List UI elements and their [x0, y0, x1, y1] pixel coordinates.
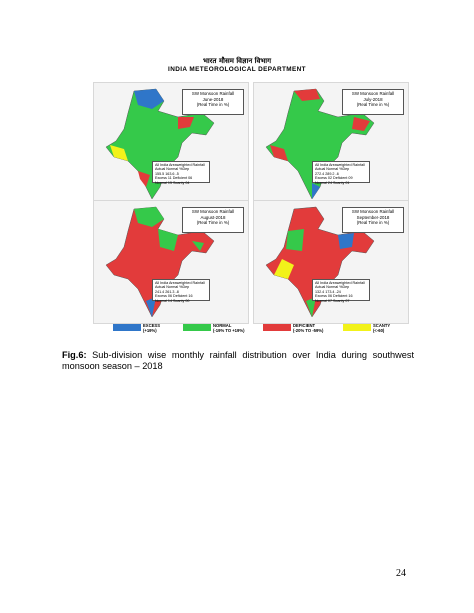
panel-title-box: SW Monsoon Rainfall September-2018 (Real…	[342, 207, 404, 233]
stats-line: Actual Normal %Dep	[155, 167, 190, 172]
stats-line: All India Areaweighted Rainfall	[155, 163, 205, 167]
panel-stats-box: All India Areaweighted Rainfall Actual N…	[312, 279, 370, 303]
india-map-august	[105, 206, 215, 318]
stats-line: All India Areaweighted Rainfall	[315, 163, 365, 167]
panel-period: August-2018	[200, 214, 226, 220]
legend-range: (-19% TO +19%)	[213, 328, 245, 333]
stats-line: Actual Normal %Dep	[315, 167, 350, 172]
legend-label: SCANTY	[373, 323, 391, 328]
panel-period: July-2018	[363, 96, 383, 102]
panel-stats-box: All India Areaweighted Rainfall Actual N…	[312, 161, 370, 185]
stats-line: Normal 14 Scanty 00	[155, 298, 190, 303]
legend-swatch	[183, 324, 211, 331]
legend-range: (<-60)	[373, 328, 385, 333]
stats-line: 132.4 173.4 -24	[315, 289, 341, 294]
stats-line: 241.4 261.3 -8	[155, 289, 179, 294]
stats-line: Excess 02 Deficient 09	[315, 176, 353, 181]
stats-line: Excess 06 Deficient 16	[315, 294, 353, 299]
panel-september: SW Monsoon Rainfall September-2018 (Real…	[253, 200, 409, 324]
stats-line: All India Areaweighted Rainfall	[155, 281, 205, 285]
panel-title: SW Monsoon Rainfall	[191, 91, 235, 96]
figure-label: Fig.6:	[62, 350, 87, 360]
stats-line: All India Areaweighted Rainfall	[315, 281, 365, 285]
figure-caption-text: Sub-division wise monthly rainfall distr…	[62, 350, 414, 371]
panel-note: (Real Time in %)	[356, 220, 390, 226]
panel-title: SW Monsoon Rainfall	[191, 209, 235, 214]
stats-line: Actual Normal %Dep	[315, 285, 350, 290]
panel-stats-box: All India Areaweighted Rainfall Actual N…	[152, 161, 210, 185]
legend-swatch	[343, 324, 371, 331]
department-name: INDIA METEOROLOGICAL DEPARTMENT	[168, 66, 306, 73]
stats-line: 155.5 163.6 -5	[155, 171, 179, 176]
india-map-september	[265, 206, 375, 318]
stats-line: 272.4 289.2 -6	[315, 171, 339, 176]
page-number: 24	[396, 568, 406, 579]
stats-line: Actual Normal %Dep	[155, 285, 190, 290]
panel-title-box: SW Monsoon Rainfall July-2018 (Real Time…	[342, 89, 404, 115]
figure-caption: Fig.6: Sub-division wise monthly rainfal…	[62, 350, 414, 372]
panel-july: SW Monsoon Rainfall July-2018 (Real Time…	[253, 82, 409, 206]
india-map-july	[265, 88, 375, 200]
map-legend: EXCESS (+19%) NORMAL (-19% TO +19%) DEFI…	[93, 323, 409, 340]
legend-label: DEFICIENT	[293, 323, 316, 328]
hindi-department-name: भारत मौसम विज्ञान विभाग	[202, 57, 272, 65]
stats-line: Excess 11 Deficient 06	[155, 176, 193, 181]
panel-note: (Real Time in %)	[356, 102, 390, 108]
india-map-june	[105, 88, 215, 200]
legend-range: (-20% TO -59%)	[293, 328, 324, 333]
panel-june: SW Monsoon Rainfall June-2018 (Real Time…	[93, 82, 249, 206]
panel-period: June-2018	[202, 96, 224, 102]
legend-swatch	[113, 324, 141, 331]
stats-line: Normal 15 Scanty 04	[155, 180, 190, 185]
panel-title-box: SW Monsoon Rainfall August-2018 (Real Ti…	[182, 207, 244, 233]
panel-title: SW Monsoon Rainfall	[351, 209, 395, 214]
rainfall-figure: SW Monsoon Rainfall June-2018 (Real Time…	[93, 82, 409, 340]
stats-line: Excess 06 Deficient 16	[155, 294, 193, 299]
panel-stats-box: All India Areaweighted Rainfall Actual N…	[152, 279, 210, 303]
panel-title-box: SW Monsoon Rainfall June-2018 (Real Time…	[182, 89, 244, 115]
legend-swatch	[263, 324, 291, 331]
panel-period: September-2018	[356, 214, 390, 220]
legend-label: NORMAL	[213, 323, 232, 328]
legend-label: EXCESS	[143, 323, 160, 328]
stats-line: Normal 07 Scanty 07	[315, 298, 350, 303]
panel-title: SW Monsoon Rainfall	[351, 91, 395, 96]
panel-note: (Real Time in %)	[196, 220, 230, 226]
stats-line: Normal 24 Scanty 01	[315, 180, 350, 185]
panel-note: (Real Time in %)	[196, 102, 230, 108]
legend-range: (+19%)	[143, 328, 157, 333]
panel-august: SW Monsoon Rainfall August-2018 (Real Ti…	[93, 200, 249, 324]
